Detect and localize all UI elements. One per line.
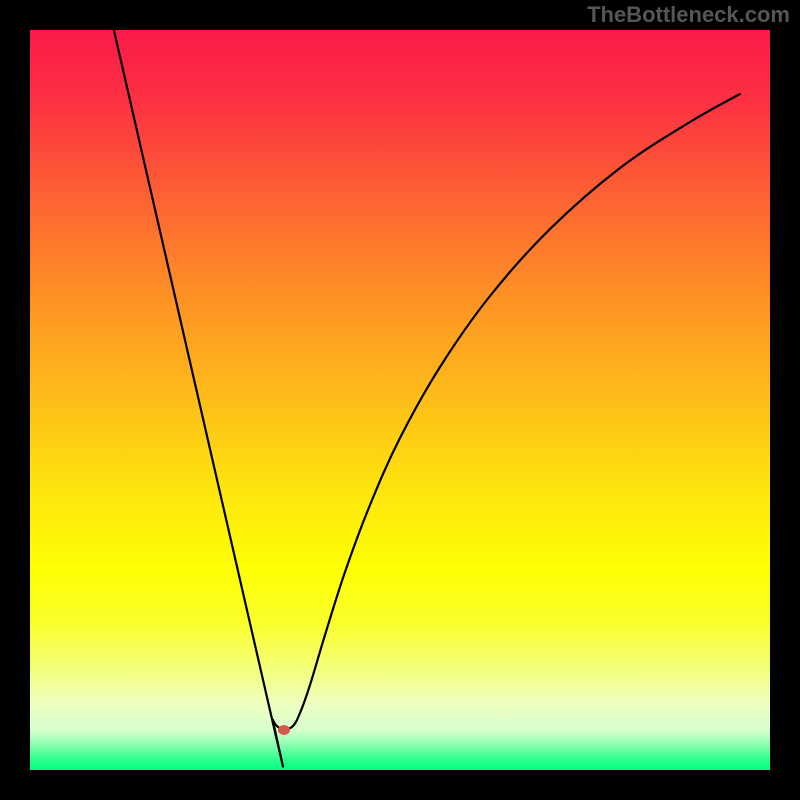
minimum-marker xyxy=(278,725,290,735)
chart-container: TheBottleneck.com xyxy=(0,0,800,800)
watermark-text: TheBottleneck.com xyxy=(587,2,790,28)
bottleneck-chart xyxy=(0,0,800,800)
